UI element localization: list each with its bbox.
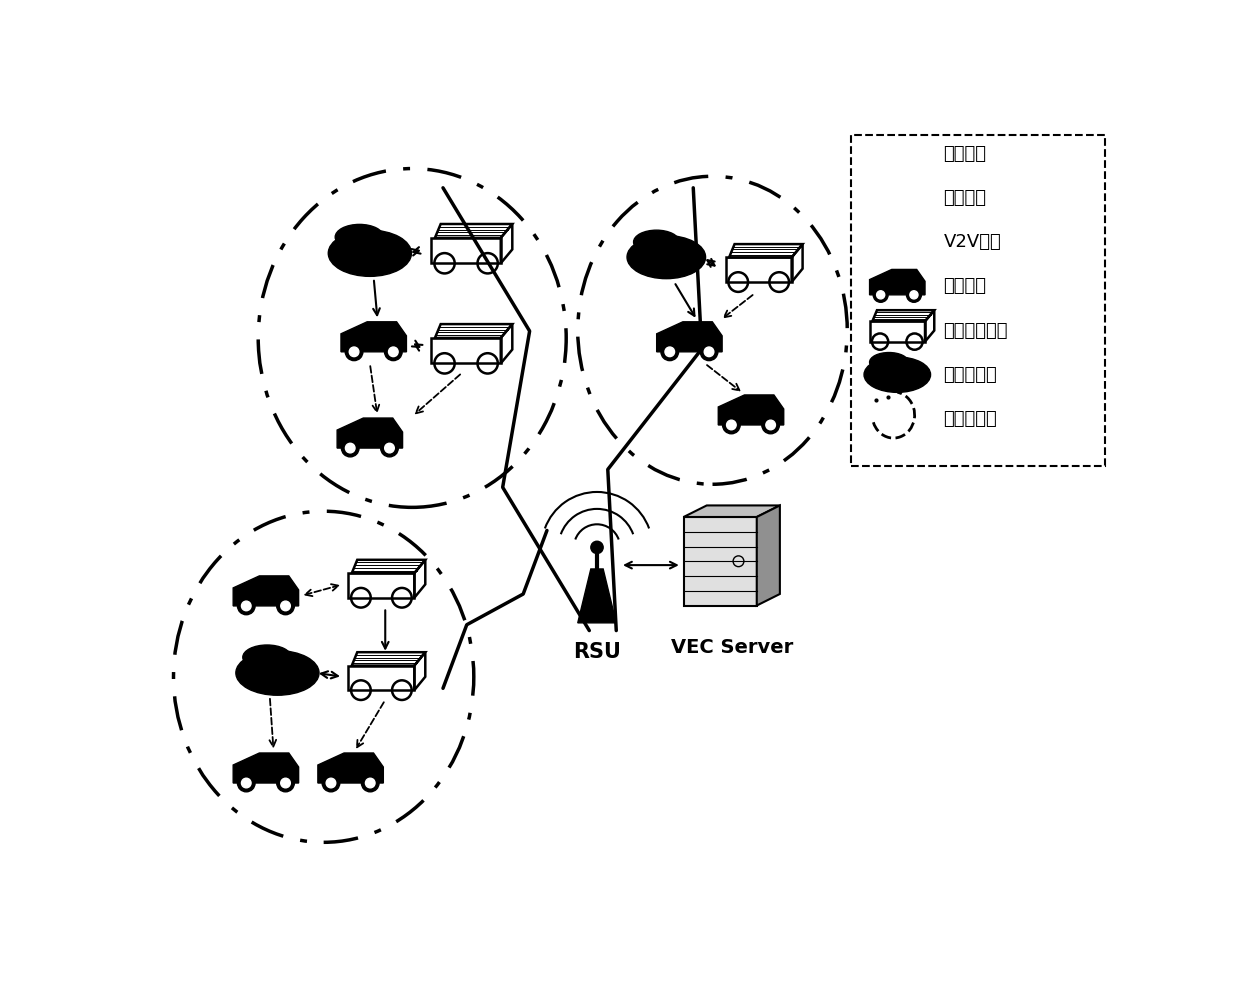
- Circle shape: [661, 343, 678, 361]
- Circle shape: [277, 597, 294, 614]
- Text: 志愿者联盟: 志愿者联盟: [944, 410, 997, 427]
- Text: 请求车辆: 请求车辆: [944, 277, 987, 295]
- Circle shape: [665, 347, 675, 357]
- Text: 无线连接: 无线连接: [944, 145, 987, 163]
- Circle shape: [590, 542, 603, 554]
- Circle shape: [237, 774, 255, 792]
- Circle shape: [761, 416, 780, 433]
- Circle shape: [345, 343, 363, 361]
- Circle shape: [277, 774, 294, 792]
- Polygon shape: [341, 322, 407, 352]
- Circle shape: [366, 778, 374, 788]
- Ellipse shape: [864, 357, 930, 393]
- Circle shape: [361, 774, 379, 792]
- Circle shape: [388, 347, 398, 357]
- Circle shape: [242, 778, 250, 788]
- Ellipse shape: [656, 238, 689, 254]
- Polygon shape: [233, 753, 299, 783]
- Ellipse shape: [243, 645, 291, 670]
- Ellipse shape: [267, 653, 301, 671]
- Polygon shape: [683, 505, 780, 517]
- Circle shape: [381, 439, 398, 457]
- Circle shape: [384, 443, 394, 453]
- Circle shape: [877, 291, 884, 299]
- Polygon shape: [657, 322, 722, 352]
- Circle shape: [873, 287, 888, 302]
- Ellipse shape: [236, 651, 319, 695]
- Polygon shape: [683, 517, 756, 605]
- Circle shape: [346, 443, 355, 453]
- Circle shape: [350, 347, 358, 357]
- Text: 社交链接: 社交链接: [944, 189, 987, 207]
- Polygon shape: [233, 576, 299, 606]
- Circle shape: [727, 420, 737, 429]
- Text: V2V链接: V2V链接: [944, 234, 1001, 251]
- Circle shape: [906, 287, 921, 302]
- Polygon shape: [337, 418, 403, 448]
- Circle shape: [242, 601, 250, 610]
- Text: 闲置资源车辆: 闲置资源车辆: [944, 321, 1008, 340]
- Circle shape: [723, 416, 740, 433]
- Ellipse shape: [869, 353, 909, 372]
- Circle shape: [384, 343, 402, 361]
- Circle shape: [910, 291, 918, 299]
- Text: RSU: RSU: [573, 642, 621, 662]
- Circle shape: [704, 347, 714, 357]
- Text: 志愿者车辆: 志愿者车辆: [944, 366, 997, 384]
- Polygon shape: [718, 395, 784, 425]
- Text: VEC Server: VEC Server: [671, 638, 792, 657]
- Polygon shape: [317, 753, 383, 783]
- Ellipse shape: [335, 225, 383, 249]
- Circle shape: [341, 439, 360, 457]
- Polygon shape: [756, 505, 780, 605]
- Circle shape: [326, 778, 336, 788]
- Circle shape: [237, 597, 255, 614]
- Ellipse shape: [889, 359, 916, 373]
- Circle shape: [280, 601, 290, 610]
- Circle shape: [322, 774, 340, 792]
- Ellipse shape: [634, 231, 680, 253]
- FancyBboxPatch shape: [851, 134, 1105, 466]
- Ellipse shape: [360, 233, 394, 250]
- Circle shape: [766, 420, 775, 429]
- Circle shape: [701, 343, 718, 361]
- Polygon shape: [578, 569, 616, 623]
- Ellipse shape: [329, 231, 412, 276]
- Ellipse shape: [627, 236, 706, 278]
- Circle shape: [280, 778, 290, 788]
- Polygon shape: [869, 269, 925, 295]
